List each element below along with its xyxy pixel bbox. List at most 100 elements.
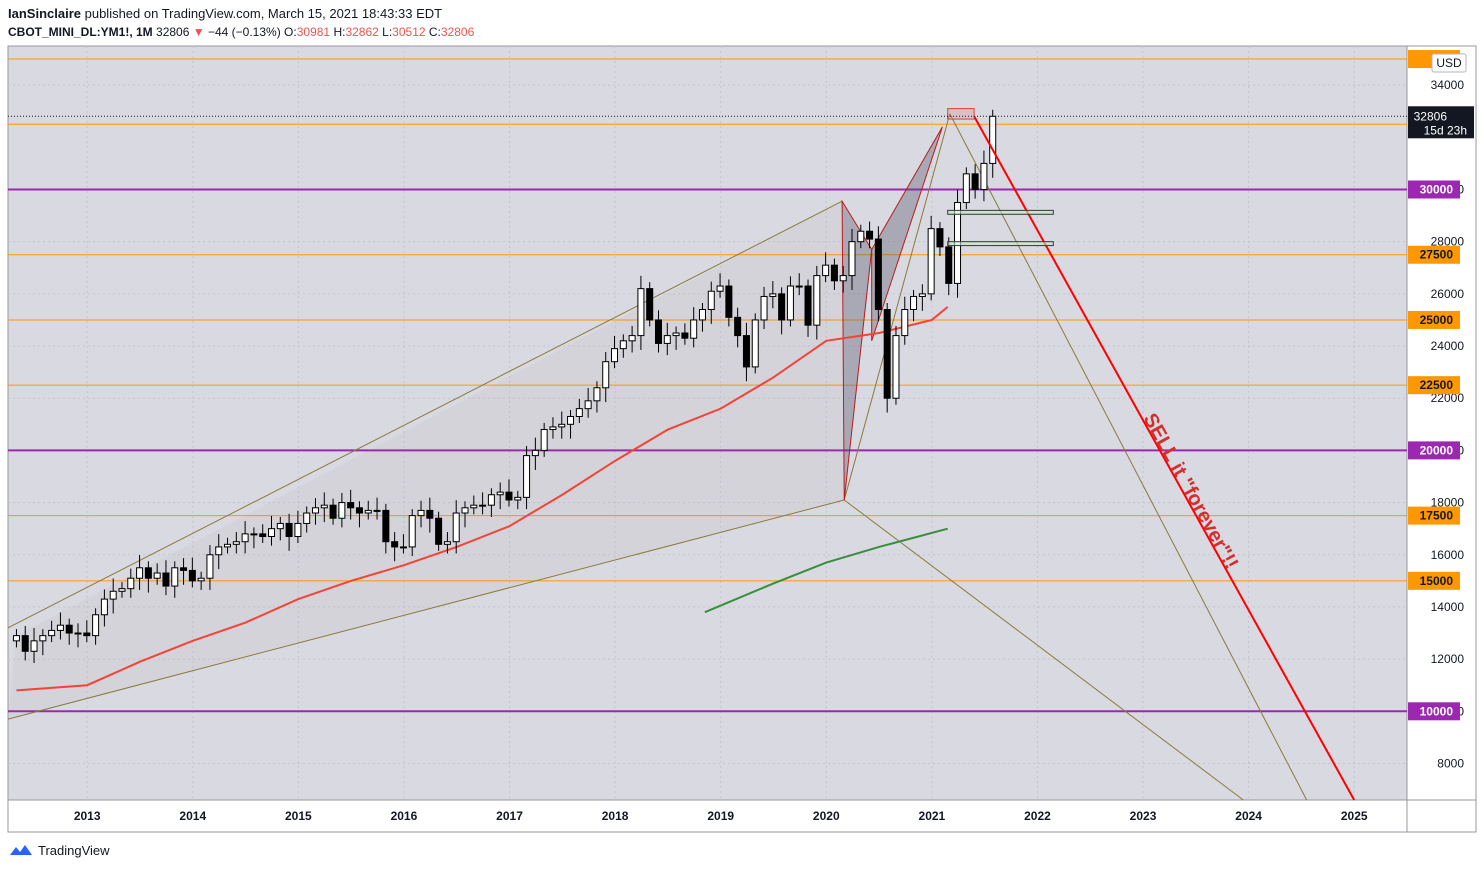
candle-body	[197, 577, 205, 582]
x-tick-label: 2015	[285, 809, 312, 823]
candle-body	[962, 173, 970, 204]
candle-body	[637, 288, 645, 337]
level-price-label: 27500	[1420, 248, 1454, 262]
candle-body	[417, 509, 425, 517]
level-price-tag	[1408, 310, 1460, 329]
candle-body	[30, 640, 38, 652]
candle-body	[716, 285, 724, 292]
candle-body	[989, 115, 997, 164]
candle-body	[92, 614, 100, 637]
currency-tag	[1431, 53, 1467, 73]
candle-body	[778, 293, 786, 321]
candle-body	[813, 275, 821, 326]
candle-body	[892, 335, 900, 399]
y-tick-label: 26000	[1431, 287, 1465, 301]
candle-body	[496, 491, 504, 496]
candle-body	[268, 528, 276, 537]
last-price-value: 32806	[1414, 109, 1448, 123]
candle-body	[479, 504, 487, 507]
candle-body	[672, 332, 680, 337]
author-name[interactable]: IanSinclaire	[8, 6, 81, 21]
candle-body	[927, 228, 935, 295]
candle-body	[505, 491, 513, 501]
wedge-lower-line	[7, 499, 845, 720]
candle-body	[487, 494, 495, 506]
candles	[12, 109, 997, 664]
open-value: 30981	[296, 25, 331, 39]
wedge-fill	[8, 201, 845, 720]
level-price-tag	[1408, 245, 1460, 264]
price-chart[interactable]: 8000100001200014000160001800020000220002…	[0, 0, 1484, 840]
level-price-label: 22500	[1420, 378, 1454, 392]
x-tick-label: 2017	[496, 809, 523, 823]
candle-body	[48, 629, 56, 637]
published-text: published on TradingView.com, March 15, …	[84, 6, 443, 21]
candle-body	[215, 546, 223, 556]
candle-body	[690, 319, 698, 339]
candle-body	[611, 348, 619, 363]
candle-body	[311, 507, 319, 514]
candle-body	[180, 567, 188, 571]
wedge-upper-line	[7, 200, 843, 629]
level-price-label: 20000	[1420, 443, 1454, 457]
tradingview-logo-icon	[10, 845, 32, 855]
projection-line-1	[949, 113, 1308, 801]
symbol-label: CBOT_MINI_DL:YM1!, 1M	[8, 25, 153, 39]
candle-body	[742, 335, 750, 368]
candle-body	[74, 632, 82, 635]
plot-area	[8, 46, 1407, 800]
candle-body	[391, 541, 399, 548]
candle-body	[769, 293, 777, 297]
candle-body	[329, 504, 337, 519]
candle-body	[426, 509, 434, 519]
x-tick-label: 2024	[1235, 809, 1262, 823]
close-value: 32806	[440, 25, 475, 39]
candle-body	[936, 228, 944, 248]
down-arrow-icon: ▼	[192, 25, 205, 39]
symbol-info: CBOT_MINI_DL:YM1!, 1M 32806 ▼ −44 (−0.13…	[8, 25, 474, 39]
candle-body	[593, 387, 601, 402]
footer-brand[interactable]: TradingView	[38, 842, 110, 858]
zone-rectangle	[947, 108, 975, 120]
currency-label: USD	[1436, 56, 1462, 70]
level-price-label: 17500	[1420, 509, 1454, 523]
candle-body	[866, 230, 874, 240]
candle-body	[751, 319, 759, 368]
candle-body	[567, 415, 575, 425]
footer: TradingView	[8, 842, 110, 858]
level-price-tag	[1408, 506, 1460, 525]
y-tick-label: 18000	[1431, 496, 1465, 510]
candle-body	[171, 567, 179, 587]
y-tick-label: 8000	[1437, 756, 1464, 770]
candle-body	[540, 429, 548, 451]
candle-body	[347, 502, 355, 509]
candle-body	[795, 285, 803, 288]
candle-body	[127, 577, 135, 590]
candle-body	[285, 522, 293, 537]
level-price-label: 25000	[1420, 313, 1454, 327]
candle-body	[681, 332, 689, 339]
level-price-label: 10000	[1420, 704, 1454, 718]
candle-body	[830, 264, 838, 282]
x-tick-label: 2019	[707, 809, 734, 823]
price-axis	[1406, 45, 1477, 801]
candle-body	[373, 509, 381, 512]
candle-body	[224, 543, 232, 548]
candle-body	[707, 290, 715, 311]
y-tick-label: 14000	[1431, 600, 1465, 614]
candle-body	[144, 567, 152, 579]
harmonic-bcd	[871, 126, 943, 341]
x-tick-label: 2025	[1341, 809, 1368, 823]
low-value: 30512	[392, 25, 426, 39]
y-tick-label: 16000	[1431, 548, 1465, 562]
candle-body	[435, 517, 443, 545]
candle-body	[355, 507, 363, 514]
open-label: O:	[284, 25, 297, 39]
price-change: −44 (−0.13%)	[207, 25, 281, 39]
candle-body	[259, 533, 267, 537]
sell-trend-line	[973, 115, 1356, 801]
y-tick-label: 24000	[1431, 339, 1465, 353]
level-price-label: 30000	[1420, 182, 1454, 196]
candle-body	[56, 624, 64, 631]
candle-body	[443, 541, 451, 545]
